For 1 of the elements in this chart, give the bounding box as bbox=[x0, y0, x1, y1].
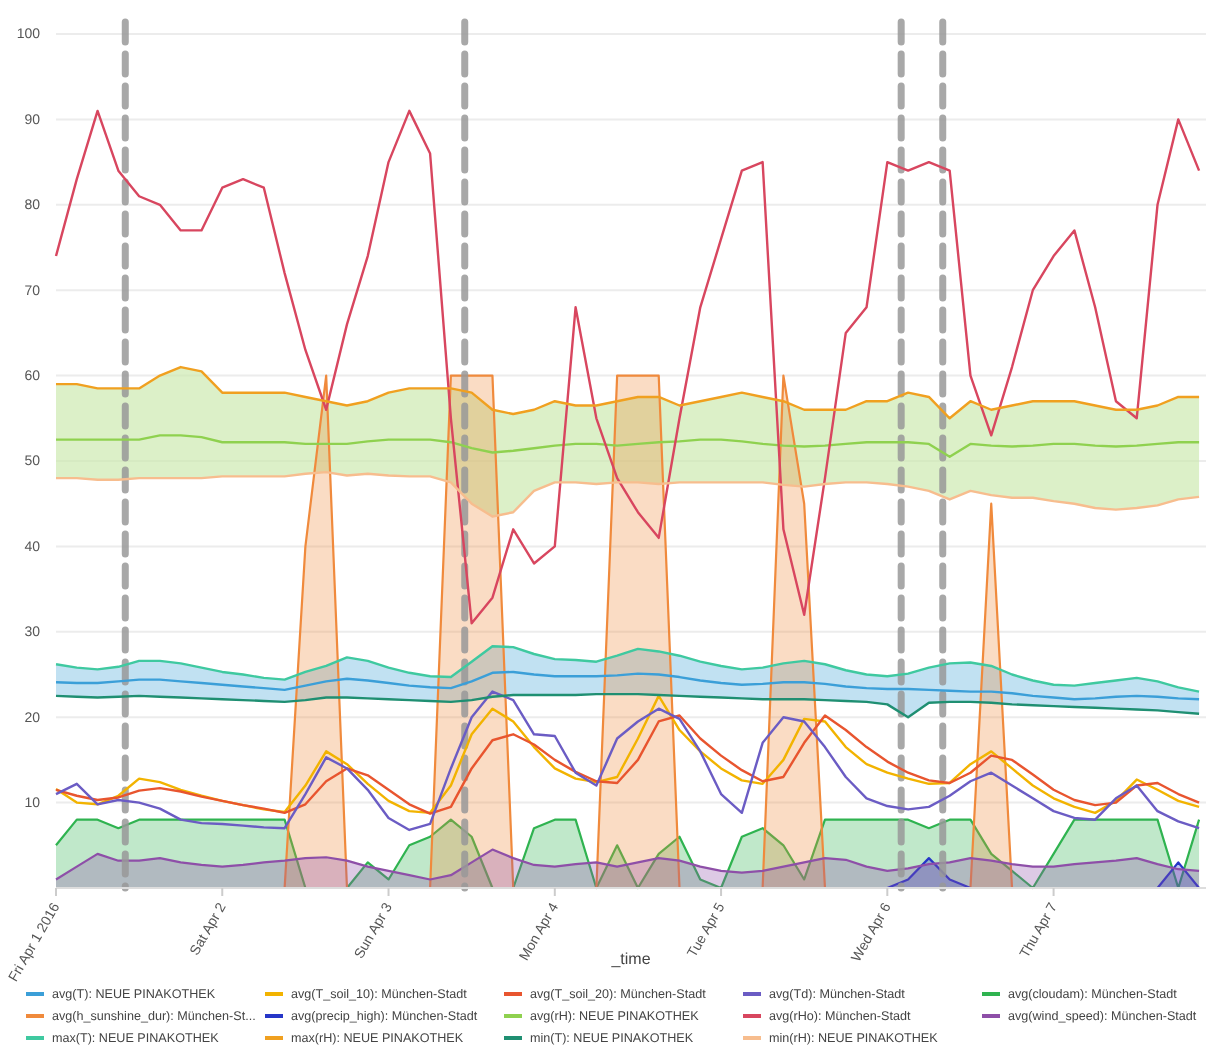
x-axis-title: _time bbox=[609, 950, 652, 968]
